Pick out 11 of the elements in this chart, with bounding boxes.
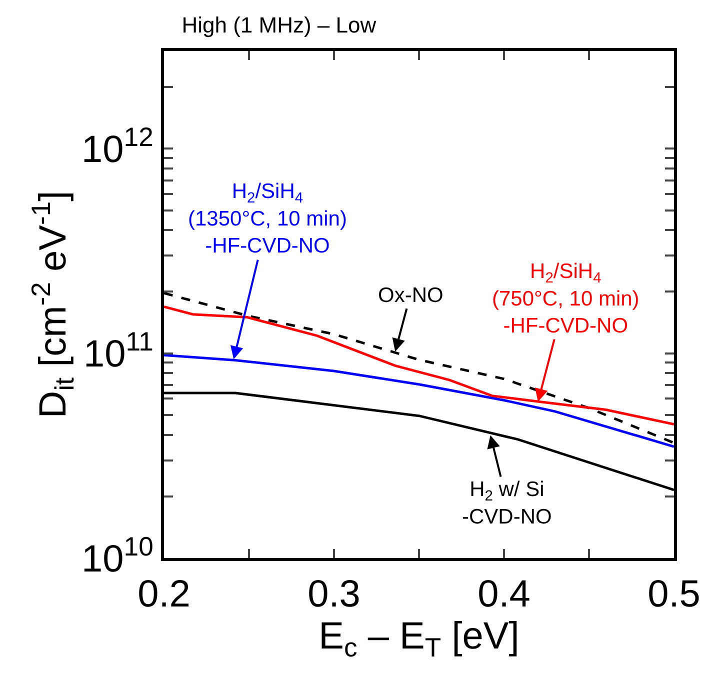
- annotation: H$_{2}$/SiH$_{4}$ (1350°C, 10 min) -HF-CVD-NO: [188, 180, 347, 258]
- x-axis-title: E$_{c}$ – E$_{T}$ [eV]: [318, 616, 520, 663]
- annotation: H$_{2}$/SiH$_{4}$ (750°C, 10 min) -HF-CVD-NO: [492, 260, 640, 338]
- annotation: Ox-NO: [378, 284, 444, 307]
- y-tick-label: 10$^{12}$: [82, 122, 154, 171]
- annotation: H$_{2}$ w/ Si -CVD-NO: [462, 478, 552, 528]
- y-tick-label: 10$^{11}$: [84, 326, 154, 376]
- x-tick-label: 0.4: [478, 574, 530, 616]
- chart-title: High (1 MHz) – Low: [182, 12, 376, 38]
- x-tick-label: 0.5: [648, 574, 700, 616]
- x-tick-label: 0.3: [308, 574, 360, 616]
